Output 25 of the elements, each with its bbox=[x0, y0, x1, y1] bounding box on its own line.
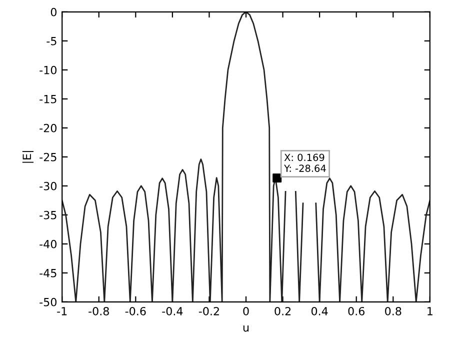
x-tick-label: 0.4 bbox=[311, 306, 328, 316]
x-tick-label: 0.8 bbox=[385, 306, 402, 316]
x-tick-label: -0.8 bbox=[88, 306, 109, 316]
y-axis-title: |E| bbox=[22, 151, 34, 163]
annotation: X: 0.169 Y: -28.64 bbox=[284, 154, 326, 172]
y-tick-label: -30 bbox=[40, 182, 56, 190]
x-tick-label: -0.6 bbox=[125, 306, 146, 316]
y-tick-label: -20 bbox=[40, 124, 56, 132]
x-tick-label: 0 bbox=[243, 306, 249, 316]
y-tick-label: -50 bbox=[40, 298, 56, 306]
y-tick-label: -5 bbox=[46, 37, 56, 46]
x-tick-label: 1 bbox=[428, 307, 432, 316]
y-tick-label: 0 bbox=[50, 8, 56, 16]
y-tick-label: -35 bbox=[40, 210, 56, 220]
y-tick-label: -40 bbox=[40, 240, 56, 248]
x-tick-label: -1 bbox=[57, 307, 67, 316]
x-axis-title: u bbox=[243, 325, 249, 332]
y-tick-label: -15 bbox=[40, 95, 56, 104]
x-tick-label: -0.2 bbox=[198, 306, 219, 316]
x-tick-label: 0.2 bbox=[274, 306, 291, 316]
y-tick-label: -45 bbox=[40, 269, 56, 278]
y-tick-label: -10 bbox=[40, 66, 56, 74]
x-tick-label: 0.6 bbox=[348, 306, 364, 316]
y-tick-label: -25 bbox=[40, 152, 56, 162]
x-tick-label: -0.4 bbox=[162, 306, 183, 316]
